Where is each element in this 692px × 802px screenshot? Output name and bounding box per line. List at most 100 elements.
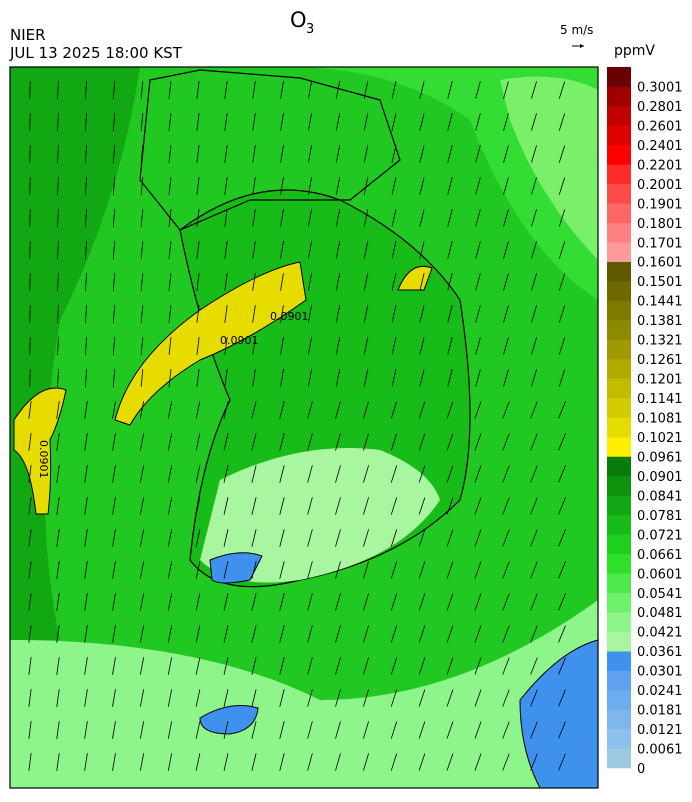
wind-arrow (112, 657, 116, 675)
wind-arrow (139, 625, 145, 643)
wind-arrow (558, 369, 566, 387)
wind-arrow (196, 241, 200, 259)
wind-arrow (252, 81, 256, 99)
wind-arrow (558, 113, 566, 131)
colorbar-swatch (607, 261, 631, 282)
colorbar-label: 0.0301 (637, 665, 683, 680)
colorbar-label: 0.0781 (637, 509, 683, 524)
wind-arrow (251, 753, 257, 771)
colorbar-label: 0.0841 (637, 489, 683, 504)
colorbar-label: 0.3001 (637, 80, 683, 95)
colorbar-label: 0.1081 (637, 412, 683, 427)
jeju-island (199, 705, 259, 735)
wind-arrow (56, 465, 60, 483)
wind-arrow (196, 81, 200, 99)
wind-arrow (502, 465, 510, 483)
wind-arrow (418, 433, 426, 451)
wind-arrow (447, 209, 453, 227)
wind-arrow (279, 497, 285, 515)
wind-arrow (251, 721, 257, 739)
wind-arrow (195, 721, 201, 739)
wind-arrow (57, 304, 59, 324)
wind-arrow (419, 369, 425, 387)
wind-field (28, 80, 566, 771)
wind-arrow (363, 721, 369, 739)
wind-arrow (307, 273, 313, 291)
wind-arrow (530, 433, 538, 451)
wind-arrow (558, 657, 566, 675)
wind-arrow (84, 368, 88, 388)
wind-arrow (307, 177, 313, 195)
colorbar-label: 0.1141 (637, 392, 683, 407)
wind-arrow (307, 145, 313, 163)
wind-arrow (503, 145, 509, 163)
wind-arrow (84, 657, 88, 675)
wind-arrow (363, 113, 369, 131)
colorbar-swatch (607, 67, 631, 87)
colorbar-label: 0.0241 (637, 684, 683, 699)
wind-arrow (335, 241, 341, 259)
wind-arrow (307, 337, 313, 355)
wind-arrow (558, 625, 566, 643)
wind-arrow (28, 497, 32, 515)
wind-arrow (252, 145, 256, 163)
wind-arrow (56, 721, 60, 739)
colorbar-label: 0.0361 (637, 645, 683, 660)
colorbar-swatch (607, 378, 631, 399)
wind-arrow (167, 529, 173, 547)
wind-arrow (307, 401, 313, 419)
wind-arrow (196, 369, 200, 387)
wind-arrow (446, 753, 454, 771)
colorbar-label: 0.0661 (637, 548, 683, 563)
wind-arrow (474, 529, 482, 547)
wind-arrow (84, 721, 88, 739)
wind-arrow (112, 753, 116, 771)
wind-arrow (112, 368, 116, 388)
wind-arrow (56, 529, 60, 547)
wind-arrow (112, 144, 116, 164)
wind-arrow (390, 721, 398, 739)
wind-arrow (140, 113, 144, 131)
wind-arrow (307, 113, 313, 131)
wind-arrow (558, 209, 566, 227)
wind-arrow (363, 561, 369, 579)
wind-arrow (391, 241, 397, 259)
wind-arrow (531, 113, 537, 131)
wind-arrow (363, 753, 369, 771)
colorbar-label: 0.0901 (637, 470, 683, 485)
wind-arrow (531, 305, 537, 323)
colorbar-label: 0.1321 (637, 334, 683, 349)
colorbar-swatch (607, 222, 631, 243)
wind-arrow (167, 689, 173, 707)
wind-arrow (446, 625, 454, 643)
wind-arrow (447, 273, 453, 291)
wind-arrow (418, 657, 426, 675)
wind-arrow (363, 657, 369, 675)
wind-arrow (112, 336, 116, 356)
wind-arrow (558, 177, 566, 195)
colorbar-swatch (607, 690, 631, 710)
wind-arrow (224, 209, 228, 227)
colorbar-label: 0.2201 (637, 158, 683, 173)
wind-arrow (335, 177, 341, 195)
wind-arrow (251, 401, 257, 419)
wind-arrow (280, 369, 284, 387)
wind-arrow (139, 529, 145, 547)
wind-arrow (475, 145, 481, 163)
wind-arrow (307, 529, 313, 547)
wind-arrow (474, 561, 482, 579)
wind-arrow (391, 305, 397, 323)
wind-arrow (57, 208, 59, 228)
wind-arrow (57, 112, 59, 132)
wind-arrow (279, 561, 285, 579)
wind-arrow (167, 497, 173, 515)
wind-arrow (475, 113, 481, 131)
wind-arrow (57, 144, 59, 164)
wind-arrow (363, 209, 369, 227)
wind-arrow (307, 305, 313, 323)
wind-arrow (167, 721, 173, 739)
wind-arrow (418, 593, 426, 611)
wind-arrow (307, 465, 313, 483)
wind-arrow (531, 209, 537, 227)
wind-arrow (502, 721, 510, 739)
